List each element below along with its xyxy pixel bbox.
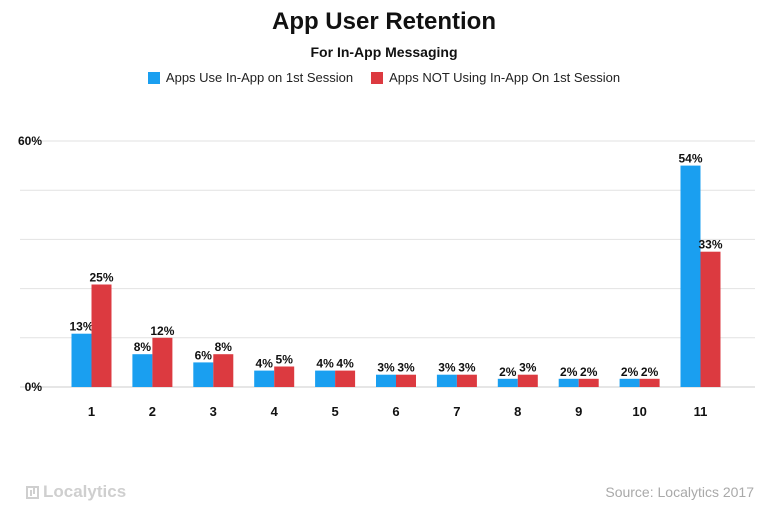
- legend-label-series-1: Apps Use In-App on 1st Session: [165, 70, 354, 85]
- bar-series-1-cat-8: [497, 378, 518, 387]
- x-tick-label-10: 10: [632, 404, 646, 419]
- legend-item-series-1: Apps Use In-App on 1st Session: [147, 70, 354, 85]
- bar-series-1-cat-7: [436, 374, 457, 387]
- bar-series-2-cat-3: [213, 354, 234, 387]
- bar-series-2-cat-6: [396, 374, 416, 387]
- data-label-series-1-cat-4: 4%: [256, 357, 274, 371]
- data-label-series-1-cat-2: 8%: [134, 340, 152, 354]
- x-tick-label-7: 7: [453, 404, 460, 419]
- logo-text: Localytics: [43, 482, 127, 501]
- x-tick-label-9: 9: [575, 404, 582, 419]
- x-tick-label-8: 8: [514, 404, 521, 419]
- data-label-series-1-cat-1: 13%: [69, 320, 93, 334]
- bar-series-1-cat-5: [315, 370, 336, 387]
- bar-series-2-cat-11: [700, 251, 721, 387]
- data-label-series-2-cat-9: 2%: [580, 365, 598, 379]
- legend-swatch-series-1: [147, 71, 160, 84]
- bar-series-2-cat-4: [274, 366, 295, 387]
- data-label-series-2-cat-7: 3%: [458, 361, 476, 375]
- localytics-logo: Localytics: [26, 482, 126, 502]
- bar-series-1-cat-10: [619, 378, 640, 387]
- bar-series-2-cat-2: [152, 337, 173, 387]
- data-label-series-1-cat-7: 3%: [438, 361, 456, 375]
- data-label-series-2-cat-1: 25%: [89, 271, 113, 285]
- data-label-series-2-cat-11: 33%: [698, 238, 722, 252]
- legend-item-series-2: Apps NOT Using In-App On 1st Session: [371, 70, 620, 85]
- bar-series-1-cat-2: [132, 354, 153, 387]
- x-tick-label-4: 4: [271, 404, 279, 419]
- logo-icon: [26, 485, 39, 499]
- legend: Apps Use In-App on 1st Session Apps NOT …: [0, 70, 768, 85]
- data-label-series-2-cat-8: 3%: [519, 361, 537, 375]
- y-tick-label-0: 0%: [25, 380, 43, 394]
- data-label-series-2-cat-10: 2%: [641, 365, 659, 379]
- data-label-series-1-cat-9: 2%: [560, 365, 578, 379]
- chart-title: App User Retention: [271, 8, 496, 35]
- bar-series-1-cat-6: [376, 374, 396, 387]
- bar-series-2-cat-8: [517, 374, 538, 387]
- bar-series-2-cat-7: [456, 374, 477, 387]
- data-label-series-1-cat-5: 4%: [316, 357, 334, 371]
- data-label-series-2-cat-5: 4%: [336, 357, 354, 371]
- data-label-series-1-cat-6: 3%: [377, 361, 395, 375]
- bar-series-1-cat-11: [680, 165, 701, 387]
- bar-series-1-cat-9: [558, 378, 579, 387]
- source-note: Source: Localytics 2017: [605, 484, 754, 500]
- data-label-series-1-cat-8: 2%: [499, 365, 517, 379]
- legend-swatch-series-2: [371, 71, 384, 84]
- y-tick-label-1: 60%: [18, 134, 42, 148]
- x-tick-label-3: 3: [210, 404, 217, 419]
- bar-series-1-cat-1: [71, 333, 92, 387]
- chart-subtitle: For In-App Messaging: [310, 44, 458, 60]
- x-tick-label-5: 5: [331, 404, 338, 419]
- data-label-series-2-cat-6: 3%: [397, 361, 415, 375]
- data-label-series-2-cat-4: 5%: [276, 353, 294, 367]
- data-label-series-2-cat-2: 12%: [150, 324, 174, 338]
- data-label-series-1-cat-11: 54%: [678, 152, 702, 166]
- data-label-series-1-cat-10: 2%: [621, 365, 639, 379]
- data-label-series-2-cat-3: 8%: [215, 340, 233, 354]
- x-tick-label-1: 1: [88, 404, 95, 419]
- x-tick-label-11: 11: [694, 404, 708, 419]
- data-label-series-1-cat-3: 6%: [195, 348, 213, 362]
- x-tick-label-2: 2: [149, 404, 156, 419]
- x-tick-label-6: 6: [392, 404, 399, 419]
- bar-series-2-cat-9: [578, 378, 599, 387]
- bar-series-2-cat-5: [335, 370, 356, 387]
- bar-series-1-cat-4: [254, 370, 275, 387]
- bar-series-2-cat-1: [91, 284, 112, 387]
- bar-series-1-cat-3: [193, 362, 214, 387]
- legend-label-series-2: Apps NOT Using In-App On 1st Session: [389, 70, 621, 85]
- bar-series-2-cat-10: [639, 378, 660, 387]
